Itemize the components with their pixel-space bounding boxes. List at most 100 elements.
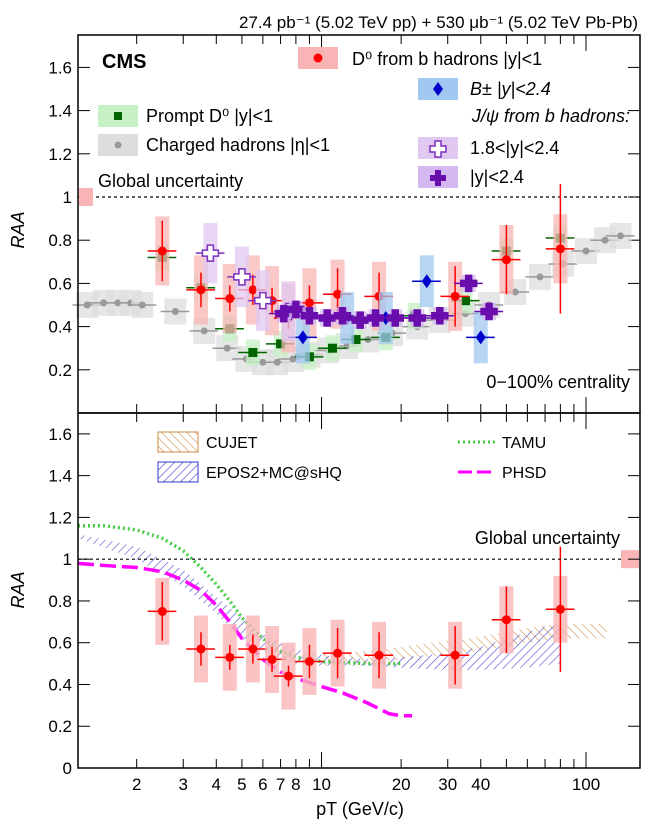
legend-swatch-cujet (157, 431, 199, 453)
bottom-ytick-label-2: 0.4 (48, 675, 72, 694)
charged-point (171, 307, 179, 315)
bottom-d0b-point (157, 606, 167, 616)
cms-label: CMS (102, 51, 146, 73)
top-ytick-label-1: 0.4 (48, 318, 72, 337)
xtick-label-1: 3 (179, 775, 188, 794)
xaxis-label: pT (GeV/c) (316, 799, 404, 819)
bottom-ytick-label-1: 0.2 (48, 717, 72, 736)
bottom-d0b-point (225, 652, 235, 662)
prompt-d0-point (460, 296, 470, 306)
charged-point (289, 355, 297, 363)
bottom-ytick-label-0: 0 (63, 759, 72, 778)
bottom-d0b-point (196, 644, 206, 654)
jpsi-header: J/ψ from b hadrons: (471, 106, 630, 126)
xtick-label-2: 4 (212, 775, 221, 794)
bottom-global-uncertainty-label: Global uncertainty (475, 528, 620, 548)
bottom-panel: 0 0.2 0.4 0.6 0.8 1 1.2 1.4 1.6 2 3 4 5 6 7 8 10 20 30 40 10… (8, 413, 640, 819)
bplus-point (297, 330, 308, 345)
charged-point (601, 236, 609, 244)
charged-point (83, 301, 91, 309)
top-global-uncertainty-box (79, 188, 93, 206)
legend-label-tamu: TAMU (502, 435, 546, 452)
bottom-d0b-point (555, 604, 565, 614)
bottom-ytick-label-4: 0.8 (48, 592, 72, 611)
bottom-d0b-point (501, 615, 511, 625)
legend-label-phsd: PHSD (502, 465, 546, 482)
bottom-legend: CUJET EPOS2+MC@sHQ TAMU PHSD (157, 431, 546, 483)
jpsi-mid-point (300, 307, 319, 325)
jpsi-fwd-point (201, 244, 220, 262)
bottom-d0b-point (374, 650, 384, 660)
top-panel: 0.2 0.4 0.6 0.8 1 1.2 1.4 1.6 RAA (8, 35, 640, 413)
bottom-ytick-label-6: 1.2 (48, 508, 72, 527)
legend-marker-bplus (433, 82, 443, 96)
jpsi-mid-point (333, 307, 352, 325)
jpsi-mid-point (459, 274, 478, 293)
legend-marker-prompt-d0 (114, 112, 122, 120)
charged-point (582, 247, 590, 255)
top-ylabel: RAA (8, 211, 28, 248)
legend-marker-jpsi-forward (429, 140, 447, 158)
legend-swatch-epos (157, 461, 199, 483)
bottom-d0b-point (267, 654, 277, 664)
charged-point (273, 358, 281, 366)
charged-point (223, 344, 231, 352)
legend-label-cujet: CUJET (206, 435, 258, 452)
bottom-panel-frame (77, 412, 641, 769)
legend-label-d0b: D⁰ from b hadrons |y|<1 (352, 49, 542, 69)
jpsi-mid-point (275, 304, 293, 323)
xtick-label-8: 20 (392, 775, 411, 794)
d0b-point (225, 294, 235, 304)
d0b-point (555, 244, 565, 254)
d0b-point (450, 291, 460, 301)
top-ytick-label-7: 1.6 (48, 58, 72, 77)
top-ytick-label-4: 1 (63, 188, 72, 207)
xtick-label-7: 10 (312, 775, 331, 794)
legend-label-jpsi-mid: |y|<2.4 (470, 167, 524, 187)
prompt-d0-point (327, 343, 337, 353)
bottom-d0b-point (283, 671, 293, 681)
legend-marker-charged-hadrons (114, 141, 122, 149)
epos-band (78, 534, 561, 670)
prompt-d0-point (351, 335, 361, 345)
jpsi-fwd-point (233, 268, 251, 286)
charged-point (511, 288, 519, 296)
jpsi-mid-point (366, 309, 385, 327)
top-ytick-label-5: 1.2 (48, 145, 72, 164)
bottom-d0b-point (333, 648, 343, 658)
xtick-label-4: 6 (258, 775, 267, 794)
bottom-d0b-point (450, 650, 460, 660)
legend-label-charged-hadrons: Charged hadrons |η|<1 (146, 135, 330, 155)
centrality-annotation: 0−100% centrality (486, 372, 630, 392)
jpsi-fwd-point (254, 291, 272, 310)
legend-marker-jpsi-mid (430, 170, 446, 186)
legend-label-bplus: B± |y|<2.4 (470, 79, 551, 99)
prompt-d0-point (248, 348, 258, 358)
jpsi-mid-point (386, 309, 405, 327)
charged-point (616, 232, 624, 240)
jpsi-mid-point (431, 307, 449, 325)
xtick-label-10: 40 (471, 775, 490, 794)
legend-label-prompt-d0: Prompt D⁰ |y|<1 (146, 106, 273, 126)
d0b-point (248, 285, 258, 295)
xtick-label-6: 8 (291, 775, 300, 794)
xtick-label-0: 2 (132, 775, 141, 794)
d0b-point (333, 289, 343, 299)
charged-point (138, 301, 146, 309)
top-global-uncertainty-label: Global uncertainty (98, 171, 243, 191)
top-ytick-label-2: 0.6 (48, 274, 72, 293)
bottom-ytick-label-3: 0.6 (48, 634, 72, 653)
luminosity-header: 27.4 pb⁻¹ (5.02 TeV pp) + 530 μb⁻¹ (5.02… (239, 13, 638, 32)
xtick-label-5: 7 (276, 775, 285, 794)
xtick-label-3: 5 (237, 775, 246, 794)
charged-point (200, 327, 208, 335)
jpsi-mid-point (408, 309, 426, 327)
legend-marker-d0b (313, 53, 323, 63)
prompt-d0-point (276, 339, 286, 349)
jpsi-mid-point (318, 309, 336, 327)
bottom-d0b-point (304, 657, 314, 666)
d0b-point (157, 246, 167, 256)
bplus-point (421, 274, 432, 289)
jpsi-mid-point (287, 300, 305, 319)
